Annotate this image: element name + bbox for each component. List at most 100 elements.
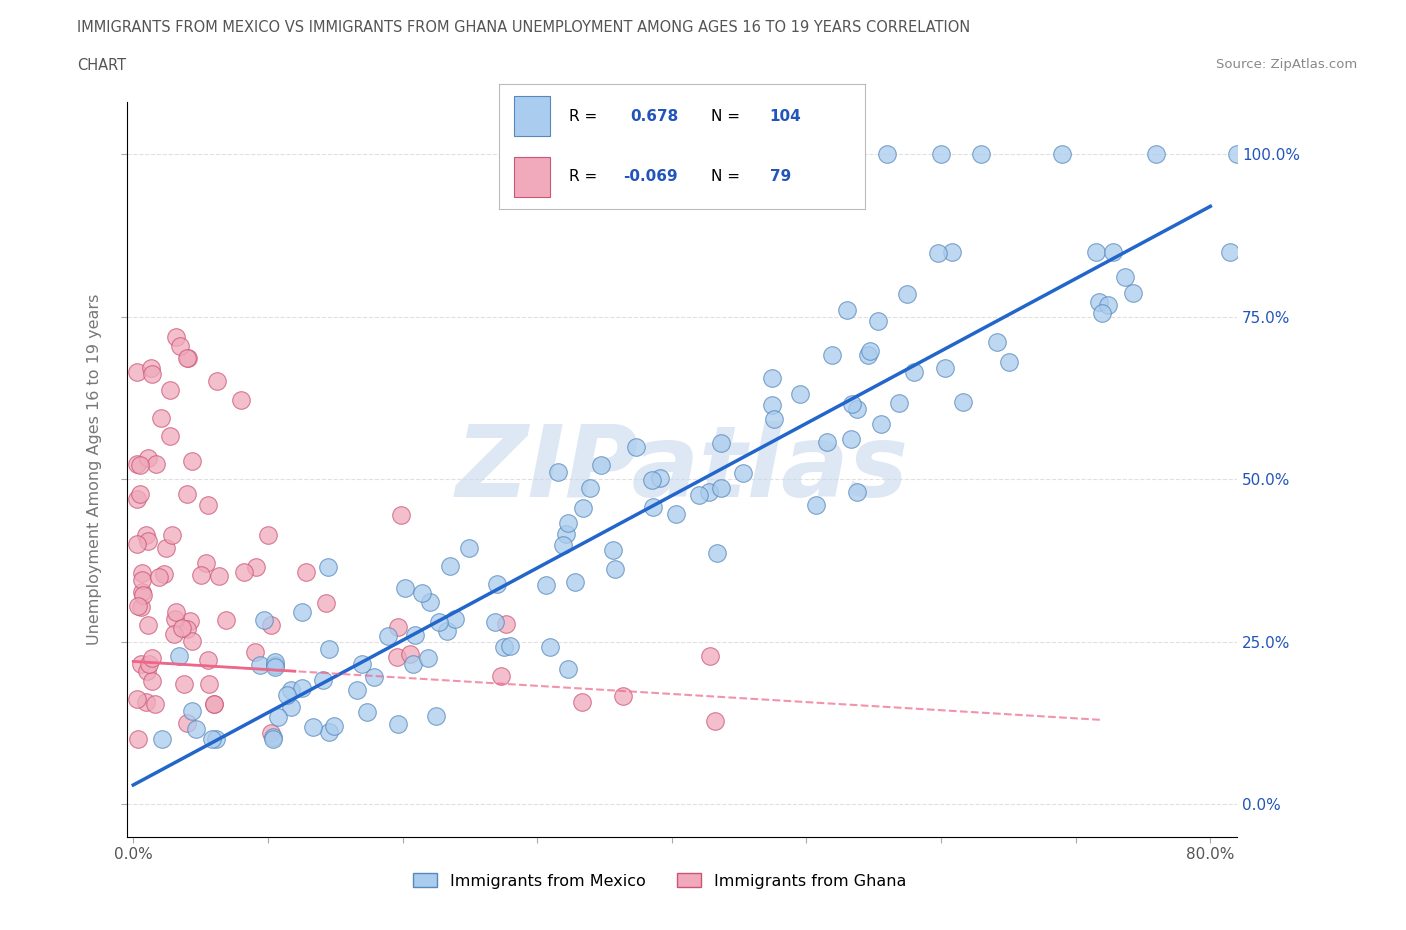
Point (132, 587, 155, 602)
Point (280, 683, 302, 698)
Point (927, 246, 949, 260)
Point (1122, 286, 1144, 300)
Point (896, 286, 918, 301)
Point (551, 538, 574, 552)
Point (650, 471, 672, 485)
Point (866, 313, 889, 328)
Point (127, 732, 149, 747)
Point (208, 569, 231, 584)
Point (859, 343, 882, 358)
Point (1226, 147, 1249, 162)
Point (970, 147, 993, 162)
Point (135, 664, 157, 679)
Point (489, 669, 512, 684)
Point (934, 361, 956, 376)
Point (495, 617, 517, 631)
Text: R =: R = (568, 169, 596, 184)
Point (155, 540, 177, 555)
Point (229, 393, 252, 408)
Point (165, 612, 187, 627)
Point (207, 373, 229, 388)
Point (377, 629, 399, 644)
Point (141, 673, 163, 688)
Text: ZIPatlas: ZIPatlas (456, 421, 908, 518)
Point (761, 397, 783, 412)
Point (141, 651, 163, 666)
Point (165, 604, 187, 619)
Point (141, 361, 163, 376)
Point (555, 526, 578, 541)
Point (163, 627, 186, 642)
Point (665, 506, 688, 521)
Point (839, 432, 862, 446)
Point (245, 560, 267, 575)
Point (602, 542, 624, 557)
Point (998, 355, 1021, 370)
Point (499, 639, 522, 654)
Point (141, 367, 163, 382)
Point (589, 458, 612, 472)
Point (260, 618, 283, 632)
Point (486, 577, 509, 591)
FancyBboxPatch shape (513, 97, 550, 137)
Point (564, 574, 586, 589)
Point (941, 245, 963, 259)
Point (214, 613, 236, 628)
Point (264, 660, 287, 675)
Point (457, 540, 479, 555)
Point (547, 464, 569, 479)
Point (557, 515, 579, 530)
Point (131, 584, 153, 599)
Point (557, 661, 579, 676)
Point (387, 619, 409, 634)
Point (131, 565, 153, 580)
Point (190, 567, 212, 582)
Point (201, 732, 224, 747)
Point (176, 622, 198, 637)
Point (181, 703, 204, 718)
Text: N =: N = (711, 169, 740, 184)
Point (280, 699, 302, 714)
Point (176, 715, 198, 730)
Point (294, 565, 316, 580)
Point (184, 722, 207, 737)
Point (129, 486, 152, 501)
Point (688, 488, 710, 503)
Point (318, 642, 340, 657)
Point (929, 147, 952, 162)
Point (195, 555, 218, 570)
Point (1088, 294, 1111, 309)
Point (204, 732, 226, 747)
Point (148, 569, 170, 584)
Point (127, 537, 149, 551)
Point (402, 657, 425, 671)
Point (538, 640, 561, 655)
Point (1114, 269, 1136, 284)
Point (387, 717, 409, 732)
Point (710, 436, 733, 451)
Point (131, 572, 153, 587)
Point (150, 410, 173, 425)
Point (180, 453, 202, 468)
Point (136, 618, 159, 633)
Point (761, 371, 783, 386)
Point (352, 657, 374, 671)
Point (322, 718, 344, 733)
Legend: Immigrants from Mexico, Immigrants from Ghana: Immigrants from Mexico, Immigrants from … (406, 867, 912, 896)
Point (1146, 147, 1168, 162)
Point (233, 565, 256, 580)
Point (167, 649, 190, 664)
Point (169, 339, 191, 353)
Point (804, 498, 827, 512)
Point (821, 348, 844, 363)
Point (427, 615, 450, 630)
Point (876, 147, 898, 162)
Text: R =: R = (568, 109, 596, 124)
Point (202, 697, 225, 711)
Point (291, 681, 314, 696)
Point (443, 612, 465, 627)
Point (179, 613, 201, 628)
Point (160, 528, 183, 543)
Point (356, 705, 378, 720)
Point (841, 397, 863, 412)
